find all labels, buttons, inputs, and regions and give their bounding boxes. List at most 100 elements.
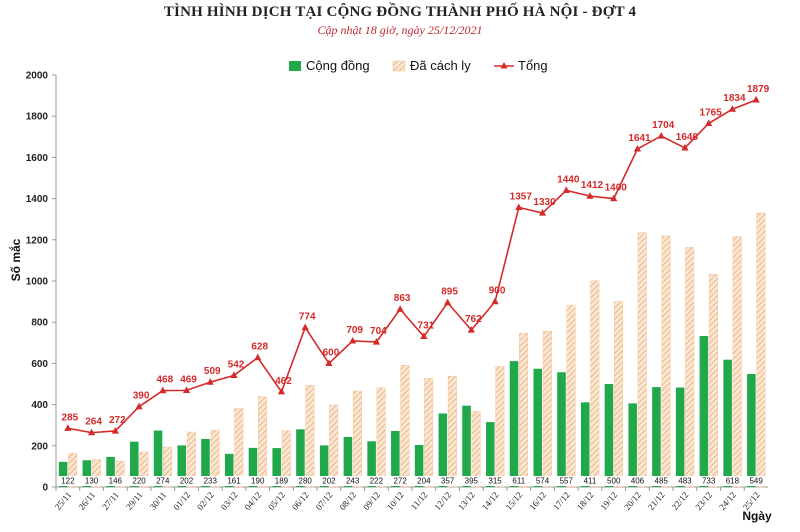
y-tick-label: 1000 — [26, 277, 49, 288]
bar-quarantined — [234, 408, 244, 488]
bar-quarantined — [732, 236, 742, 488]
bar-label-bg — [365, 476, 388, 486]
bar-label-bg — [531, 476, 554, 486]
total-value-label: 704 — [370, 326, 387, 337]
bar-label-bg — [151, 476, 174, 486]
bar-community — [201, 439, 210, 487]
total-point — [633, 144, 642, 152]
total-point — [182, 386, 191, 393]
chart-title: TÌNH HÌNH DỊCH TẠI CỘNG ĐỒNG THÀNH PHỐ H… — [163, 4, 637, 20]
chart-subtitle: Cập nhật 18 giờ, ngày 25/12/2021 — [317, 23, 483, 37]
total-point — [705, 119, 713, 127]
total-point — [325, 359, 333, 366]
total-point — [277, 387, 286, 395]
bar-community — [177, 445, 187, 487]
x-tick-label: 07/12 — [314, 490, 335, 512]
bar-quarantined — [186, 431, 196, 488]
bar-label-bg — [460, 476, 483, 486]
bar-label-bg — [579, 476, 601, 486]
bar-label-bg — [650, 476, 673, 486]
y-tick-label: 1400 — [26, 194, 49, 205]
total-value-label: 468 — [156, 375, 173, 386]
total-point — [752, 95, 760, 103]
bar-value-label: 122 — [61, 477, 75, 486]
x-tick-label: 21/12 — [646, 490, 667, 512]
bar-value-label: 357 — [441, 477, 455, 486]
bar-community — [580, 402, 590, 487]
bar-value-label: 485 — [655, 477, 669, 486]
total-value-label: 272 — [109, 415, 126, 426]
total-value-label: 1765 — [700, 107, 723, 118]
total-point — [64, 424, 72, 431]
bar-community — [414, 444, 424, 487]
bar-quarantined — [542, 331, 552, 488]
bar-community — [391, 430, 400, 487]
total-value-label: 285 — [62, 412, 79, 423]
total-point — [349, 336, 357, 344]
total-value-label: 1704 — [652, 120, 675, 131]
bar-quarantined — [756, 212, 766, 488]
bar-value-label: 204 — [417, 477, 431, 486]
bar-label-bg — [246, 476, 269, 486]
bar-quarantined — [376, 387, 386, 488]
total-value-label: 895 — [441, 287, 458, 298]
x-tick-label: 29/11 — [124, 490, 145, 512]
total-value-label: 1834 — [723, 93, 746, 104]
total-value-label: 1357 — [510, 191, 533, 202]
bar-value-label: 733 — [702, 477, 716, 486]
total-value-label: 762 — [465, 314, 482, 325]
bar-value-label: 190 — [251, 477, 265, 486]
total-point — [586, 192, 594, 199]
x-tick-label: 04/12 — [242, 490, 263, 512]
total-point — [230, 371, 238, 378]
bar-quarantined — [471, 411, 481, 488]
x-tick-label: 11/12 — [409, 490, 430, 512]
bar-community — [367, 441, 376, 487]
bar-quarantined — [68, 453, 78, 488]
bar-community — [82, 460, 92, 487]
bar-label-bg — [294, 476, 317, 486]
bar-quarantined — [352, 390, 362, 488]
bar-community — [58, 461, 68, 487]
y-tick-label: 200 — [31, 441, 48, 452]
bar-value-label: 233 — [204, 477, 218, 486]
x-tick-label: 27/11 — [100, 490, 121, 512]
bar-community — [509, 361, 519, 487]
bar-community — [272, 448, 281, 487]
bar-community — [747, 373, 756, 487]
bar-label-bg — [602, 476, 625, 486]
bar-label-bg — [128, 476, 151, 486]
bar-quarantined — [258, 396, 267, 488]
total-point — [372, 337, 380, 345]
bar-quarantined — [685, 247, 695, 488]
x-tick-label: 16/12 — [527, 490, 548, 512]
bar-quarantined — [281, 430, 291, 488]
bar-quarantined — [91, 459, 101, 488]
bar-community — [652, 387, 661, 487]
bar-quarantined — [495, 366, 505, 488]
total-value-label: 600 — [323, 347, 340, 358]
y-tick-label: 2000 — [26, 71, 49, 82]
x-tick-label: 19/12 — [598, 490, 619, 512]
bar-value-label: 557 — [560, 477, 574, 486]
total-point — [657, 131, 665, 139]
bar-community — [699, 336, 709, 487]
total-point — [610, 194, 618, 202]
x-tick-label: 10/12 — [385, 490, 406, 512]
x-tick-label: 01/12 — [171, 490, 192, 512]
bar-quarantined — [329, 404, 339, 488]
total-value-label: 731 — [418, 320, 435, 331]
x-tick-label: 22/12 — [670, 490, 691, 512]
bar-community — [343, 436, 353, 487]
x-tick-label: 30/11 — [148, 490, 169, 512]
bar-label-bg — [721, 476, 744, 486]
x-tick-label: 14/12 — [480, 490, 501, 512]
total-value-label: 542 — [228, 359, 245, 370]
total-line: 285 264 272 390 468 469 509 542 628 462 774 600 709 7… — [62, 84, 770, 436]
total-point — [420, 332, 428, 340]
total-value-label: 1412 — [581, 180, 604, 191]
bar-community — [675, 387, 685, 487]
total-point — [301, 323, 309, 331]
total-point — [159, 386, 167, 394]
x-axis-label: Ngày — [742, 509, 772, 523]
